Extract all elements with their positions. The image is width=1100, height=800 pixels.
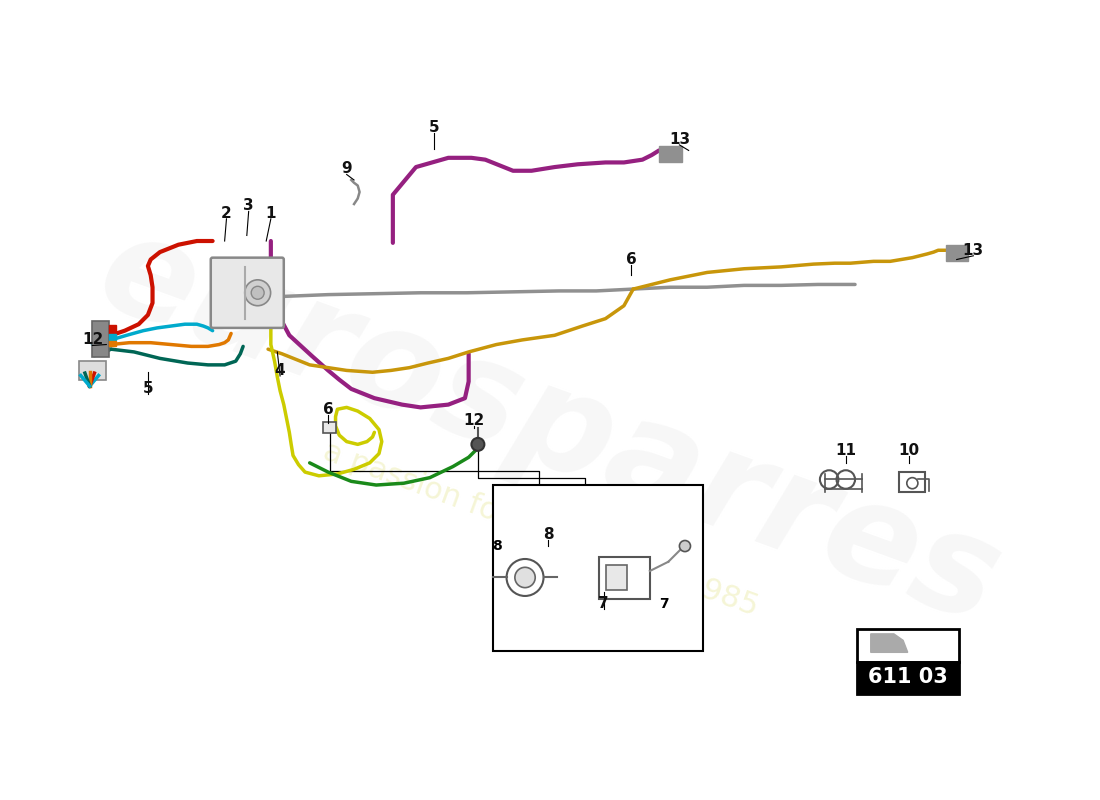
Text: 6: 6 [626, 252, 637, 267]
Circle shape [472, 438, 484, 451]
Circle shape [507, 559, 543, 596]
Text: 5: 5 [143, 382, 153, 397]
Text: 7: 7 [659, 597, 669, 611]
Bar [493, 485, 703, 651]
Text: 9: 9 [341, 162, 352, 177]
Text: 4: 4 [275, 363, 285, 378]
Text: 1: 1 [265, 206, 276, 221]
Text: 3: 3 [243, 198, 254, 214]
Text: 2: 2 [221, 206, 232, 221]
FancyBboxPatch shape [211, 258, 284, 328]
Text: 8: 8 [493, 538, 503, 553]
Polygon shape [871, 634, 908, 652]
Text: 7: 7 [598, 596, 609, 611]
Bar [659, 146, 682, 162]
Circle shape [680, 541, 691, 551]
Bar [322, 422, 335, 434]
Text: 12: 12 [463, 413, 485, 428]
Text: 13: 13 [669, 132, 690, 147]
Text: eurosparres: eurosparres [82, 202, 1018, 653]
Circle shape [244, 280, 271, 306]
Circle shape [515, 567, 536, 588]
Circle shape [251, 286, 264, 299]
Bar [78, 361, 107, 380]
Text: 12: 12 [81, 333, 103, 347]
Bar [109, 325, 117, 333]
Bar [946, 245, 968, 262]
Bar [600, 557, 650, 598]
Text: 11: 11 [835, 443, 856, 458]
Bar [92, 322, 109, 357]
Text: 10: 10 [898, 443, 920, 458]
Text: 13: 13 [962, 242, 983, 258]
Text: 5: 5 [429, 120, 440, 135]
Bar [606, 565, 627, 590]
Bar [109, 334, 117, 340]
Bar [857, 630, 958, 662]
Bar [900, 472, 925, 493]
Bar [109, 341, 117, 346]
Text: 611 03: 611 03 [868, 667, 947, 687]
Text: 8: 8 [542, 526, 553, 542]
Bar [857, 662, 958, 694]
Text: a passion for parts since 1985: a passion for parts since 1985 [319, 437, 762, 622]
Text: 6: 6 [322, 402, 333, 417]
